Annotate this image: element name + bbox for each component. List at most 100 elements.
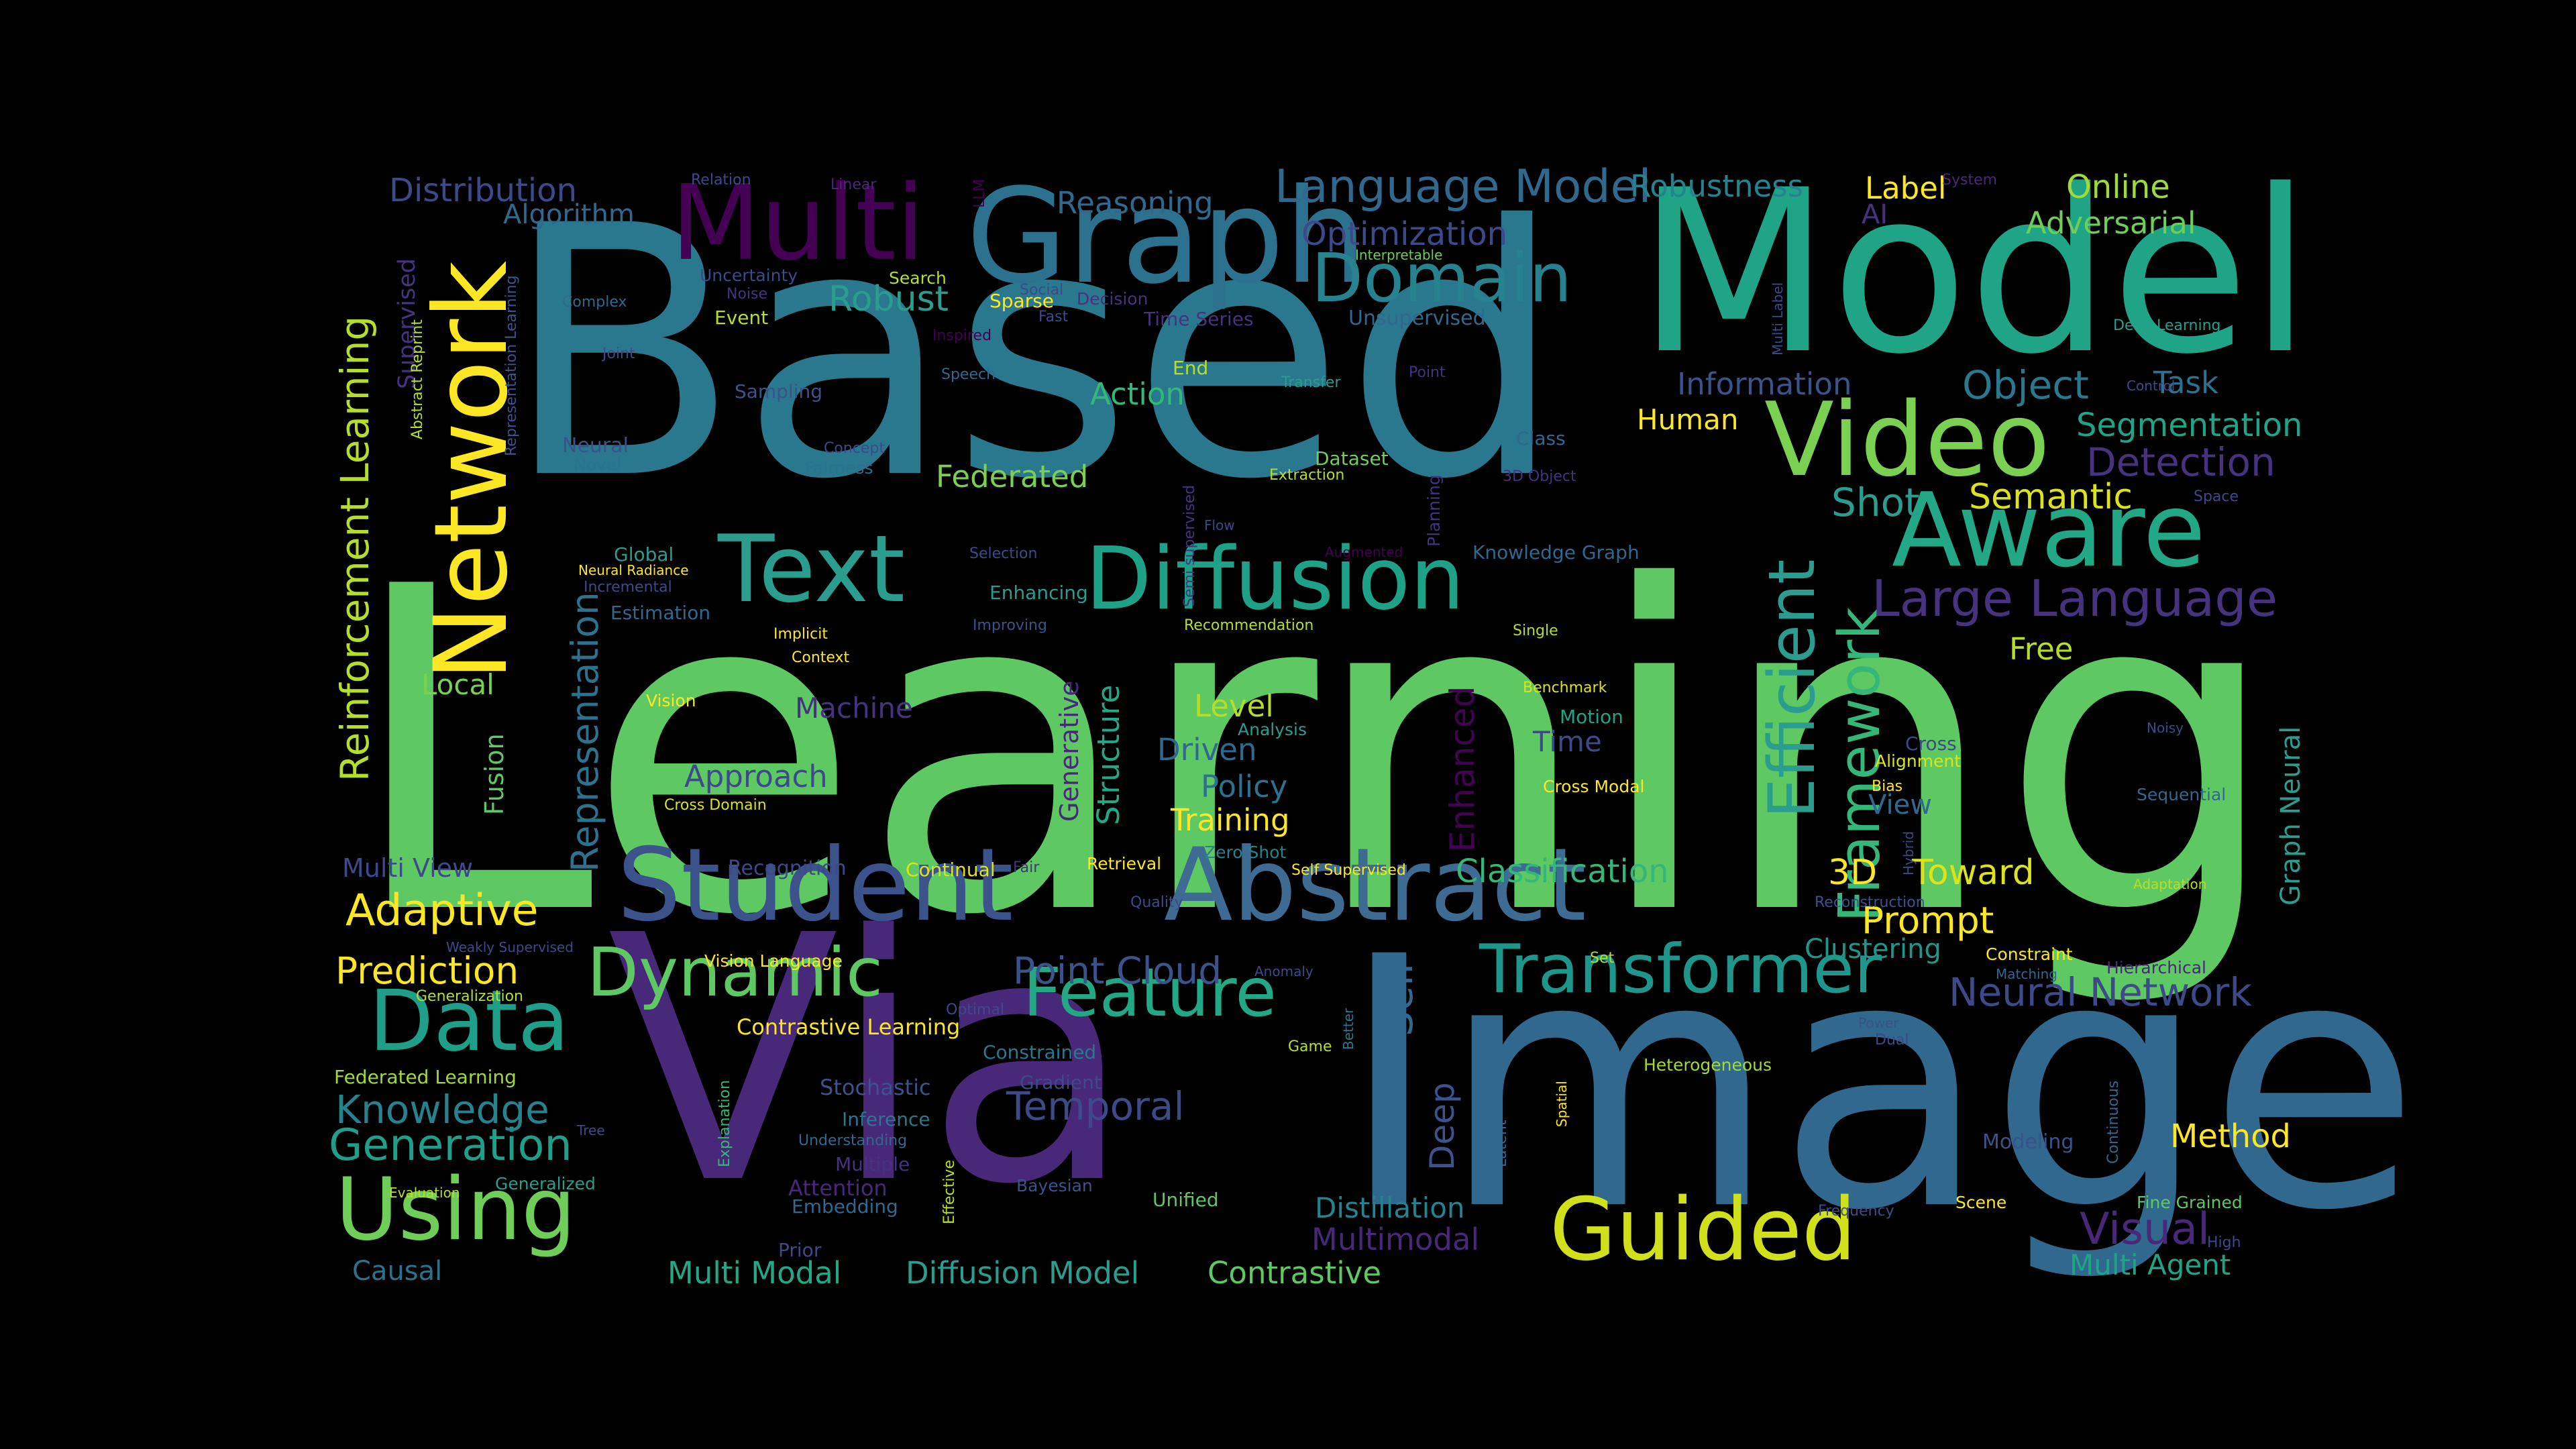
word-free: Free — [2009, 631, 2074, 667]
word-alignment: Alignment — [1875, 751, 1962, 771]
word-contrastive: Contrastive — [1208, 1255, 1382, 1291]
word-causal: Causal — [352, 1256, 443, 1287]
word-bayesian: Bayesian — [1016, 1176, 1093, 1195]
word-enhanced: Enhanced — [1443, 686, 1482, 852]
word-incremental: Incremental — [584, 579, 672, 596]
word-extraction: Extraction — [1269, 467, 1345, 484]
word-latent: Latent — [1493, 1120, 1510, 1167]
word-point: Point — [1409, 364, 1446, 381]
word-reinforcement-learning: Reinforcement Learning — [332, 315, 378, 782]
word-structure: Structure — [1091, 684, 1126, 825]
word-visual: Visual — [2080, 1204, 2210, 1254]
word-cross: Cross — [1905, 733, 1957, 755]
word-hierarchical: Hierarchical — [2106, 958, 2206, 977]
word-neural-network: Neural Network — [1949, 969, 2252, 1015]
word-global: Global — [614, 543, 674, 566]
word-local: Local — [421, 668, 494, 701]
word-ai: AI — [1862, 199, 1888, 230]
word-optimal: Optimal — [946, 1002, 1005, 1018]
word-language-model: Language Model — [1275, 160, 1652, 213]
word-motion: Motion — [1560, 706, 1623, 728]
word-learning: Learning — [345, 493, 2282, 1012]
word-planning: Planning — [1424, 474, 1444, 547]
word-event: Event — [714, 307, 769, 329]
word-knowledge-graph: Knowledge Graph — [1472, 541, 1640, 564]
word-adaptive: Adaptive — [345, 885, 539, 936]
word-based: Based — [503, 153, 1564, 555]
word-prediction: Prediction — [335, 949, 519, 992]
word-reconstruction: Reconstruction — [1815, 894, 1925, 911]
word-social: Social — [1020, 282, 1064, 299]
word-tree: Tree — [577, 1122, 605, 1138]
word-approach: Approach — [684, 759, 828, 794]
word-optimization: Optimization — [1301, 215, 1508, 253]
word-representation-learning: Representation Learning — [503, 275, 520, 456]
word-information: Information — [1677, 366, 1852, 402]
word-level: Level — [1194, 688, 1274, 724]
word-abstract-reprint: Abstract Reprint — [409, 319, 426, 439]
word-fine-grained: Fine Grained — [2137, 1193, 2243, 1212]
word-relation: Relation — [691, 172, 751, 189]
word-system: System — [1942, 172, 1998, 189]
word-complex: Complex — [562, 294, 627, 311]
word-prompt: Prompt — [1862, 899, 1994, 942]
word-sampling: Sampling — [735, 380, 823, 402]
word-benchmark: Benchmark — [1523, 680, 1607, 696]
word-adaptation: Adaptation — [2133, 876, 2207, 892]
word-modeling: Modeling — [1982, 1130, 2074, 1154]
word-3d-object: 3D Object — [1503, 468, 1576, 485]
word-online: Online — [2066, 168, 2170, 206]
word-segmentation: Segmentation — [2076, 407, 2303, 444]
word-evaluation: Evaluation — [389, 1185, 460, 1201]
word-toward: Toward — [1912, 853, 2035, 893]
word-policy: Policy — [1201, 769, 1288, 804]
word-spatial: Spatial — [1554, 1081, 1570, 1127]
word-understanding: Understanding — [798, 1132, 908, 1149]
word-analysis: Analysis — [1238, 720, 1307, 739]
word-detection: Detection — [2086, 439, 2275, 485]
word-domain: Domain — [1311, 239, 1572, 317]
word-clustering: Clustering — [1805, 934, 1941, 965]
word-constrained: Constrained — [983, 1041, 1097, 1063]
word-text: Text — [718, 515, 906, 623]
word-augmented: Augmented — [1325, 544, 1403, 560]
word-gradient: Gradient — [1020, 1071, 1102, 1093]
word-high: High — [2207, 1234, 2241, 1251]
word-hybrid: Hybrid — [1900, 830, 1917, 875]
word-speech: Speech — [941, 366, 996, 383]
word-implicit: Implicit — [773, 626, 828, 643]
word-concept: Concept — [824, 440, 885, 457]
word-video: Video — [1764, 380, 2050, 499]
word-vision: Vision — [646, 691, 696, 710]
word-robustness: Robustness — [1630, 168, 1804, 204]
word-attention: Attention — [788, 1175, 888, 1201]
word-transformer: Transformer — [1479, 930, 1882, 1008]
word-estimation: Estimation — [610, 602, 711, 624]
word-cross-modal: Cross Modal — [1543, 777, 1645, 796]
word-quality: Quality — [1130, 894, 1183, 911]
word-effective: Effective — [941, 1160, 958, 1224]
word-large-language: Large Language — [1872, 569, 2277, 628]
word-power: Power — [1858, 1015, 1899, 1031]
word-flow: Flow — [1204, 517, 1235, 533]
word-enhancing: Enhancing — [989, 582, 1088, 604]
word-game: Game — [1288, 1038, 1332, 1055]
word-recommendation: Recommendation — [1184, 617, 1314, 634]
word-inference: Inference — [842, 1108, 930, 1130]
word-temporal: Temporal — [1006, 1083, 1185, 1129]
word-cross-domain: Cross Domain — [664, 797, 767, 814]
word-improving: Improving — [973, 617, 1047, 634]
word-efficient: Efficient — [1756, 559, 1829, 818]
word-reasoning: Reasoning — [1057, 185, 1214, 221]
word-data: Data — [369, 973, 570, 1070]
word-shot: Shot — [1831, 480, 1920, 525]
word-federated-learning: Federated Learning — [334, 1066, 517, 1088]
word-dataset: Dataset — [1315, 447, 1389, 470]
word-class: Class — [1516, 427, 1566, 449]
word-bias: Bias — [1872, 778, 1903, 795]
word-multi-modal: Multi Modal — [667, 1255, 842, 1291]
word-joint: Joint — [602, 345, 635, 362]
word-graph-neural: Graph Neural — [2275, 726, 2306, 906]
word-inspired: Inspired — [932, 327, 992, 344]
word-retrieval: Retrieval — [1087, 854, 1162, 873]
